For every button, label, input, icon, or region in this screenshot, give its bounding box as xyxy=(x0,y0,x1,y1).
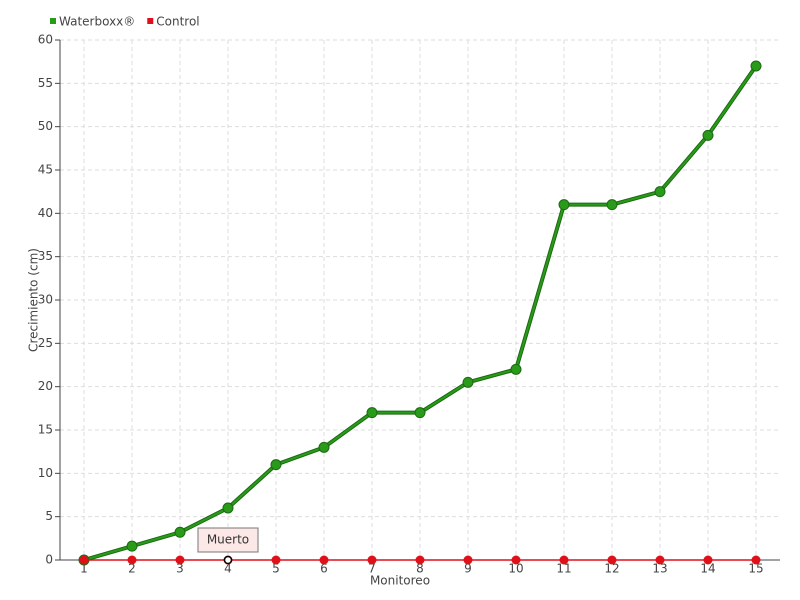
data-point xyxy=(703,555,713,565)
y-tick-label: 40 xyxy=(38,206,53,220)
legend-label: Control xyxy=(156,15,199,29)
data-point xyxy=(463,555,473,565)
data-point xyxy=(751,555,761,565)
data-point xyxy=(558,199,570,211)
x-tick-label: 5 xyxy=(272,562,280,576)
data-point xyxy=(319,555,329,565)
y-tick-label: 50 xyxy=(38,119,53,133)
data-point xyxy=(462,376,474,388)
x-tick-label: 11 xyxy=(556,562,571,576)
y-tick-label: 30 xyxy=(38,293,53,307)
x-tick-label: 8 xyxy=(416,562,424,576)
x-tick-label: 3 xyxy=(176,562,184,576)
highlight-point xyxy=(223,555,233,565)
data-point xyxy=(367,555,377,565)
y-tick-label: 15 xyxy=(38,423,53,437)
data-point xyxy=(79,555,89,565)
y-tick-label: 35 xyxy=(38,249,53,263)
data-point xyxy=(415,555,425,565)
x-tick-label: 10 xyxy=(508,562,523,576)
data-point xyxy=(511,555,521,565)
y-tick-label: 20 xyxy=(38,379,53,393)
y-tick-label: 45 xyxy=(38,163,53,177)
x-tick-label: 9 xyxy=(464,562,472,576)
y-tick-label: 25 xyxy=(38,336,53,350)
tooltip-box xyxy=(197,527,259,553)
legend-swatch xyxy=(147,18,154,24)
data-point xyxy=(270,459,282,471)
data-point xyxy=(366,407,378,419)
data-point xyxy=(271,555,281,565)
x-tick-label: 15 xyxy=(748,562,763,576)
data-point xyxy=(126,540,138,552)
data-point xyxy=(510,363,522,375)
y-tick-label: 55 xyxy=(38,76,53,90)
data-point xyxy=(318,441,330,453)
data-point xyxy=(559,555,569,565)
x-tick-label: 14 xyxy=(700,562,715,576)
data-point xyxy=(222,502,234,514)
x-tick-label: 4 xyxy=(224,562,232,576)
y-tick-label: 60 xyxy=(38,33,53,47)
y-tick-label: 0 xyxy=(45,553,53,567)
x-tick-label: 12 xyxy=(604,562,619,576)
x-tick-label: 2 xyxy=(128,562,136,576)
legend-swatch xyxy=(50,18,56,24)
x-axis-label: Monitoreo xyxy=(370,574,430,588)
data-point xyxy=(607,555,617,565)
x-tick-label: 6 xyxy=(320,562,328,576)
data-point xyxy=(702,129,714,141)
x-tick-label: 7 xyxy=(368,562,376,576)
tooltip-text: Muerto xyxy=(207,533,249,547)
data-point xyxy=(655,555,665,565)
data-point xyxy=(750,60,762,72)
data-point xyxy=(606,199,618,211)
data-point xyxy=(127,555,137,565)
data-point xyxy=(174,526,186,538)
data-point xyxy=(414,407,426,419)
data-point xyxy=(175,555,185,565)
data-point xyxy=(654,186,666,198)
legend-label: Waterboxx® xyxy=(59,15,135,29)
y-axis-label: Crecimiento (cm) xyxy=(27,248,41,352)
y-tick-label: 5 xyxy=(45,509,53,523)
y-tick-label: 10 xyxy=(38,466,53,480)
x-tick-label: 1 xyxy=(80,562,88,576)
x-tick-label: 13 xyxy=(652,562,667,576)
